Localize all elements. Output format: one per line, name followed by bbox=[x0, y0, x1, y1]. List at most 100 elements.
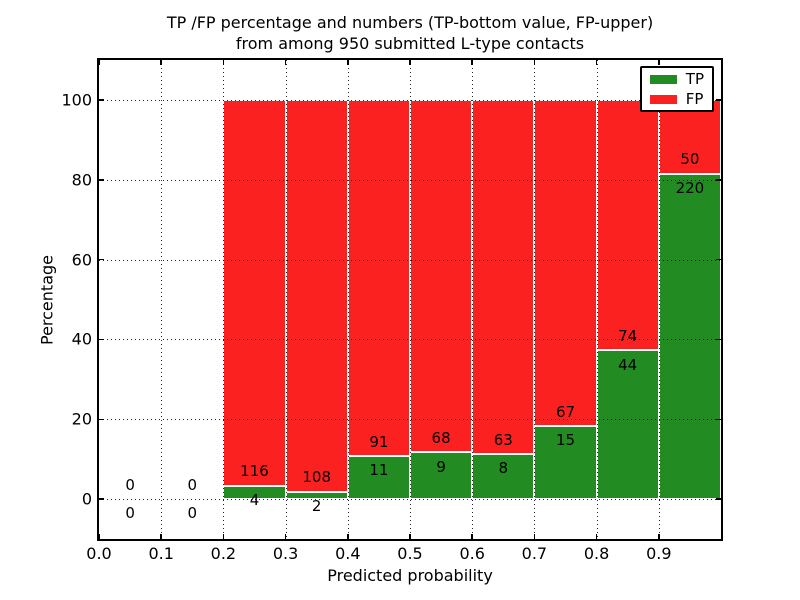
tp-bar bbox=[410, 452, 473, 500]
x-tick-label: 0.1 bbox=[148, 544, 174, 563]
fp-count-label: 50 bbox=[680, 150, 700, 169]
x-tick-label: 0.5 bbox=[397, 544, 423, 563]
legend: TP FP bbox=[639, 66, 714, 112]
x-tick-label: 0.0 bbox=[86, 544, 112, 563]
y-tick-right bbox=[716, 338, 721, 341]
fp-count-label: 67 bbox=[555, 402, 576, 421]
y-gridline bbox=[99, 99, 721, 101]
fp-bar bbox=[285, 99, 348, 492]
tp-count-label: 220 bbox=[675, 179, 705, 198]
x-tick-top bbox=[160, 60, 162, 65]
fp-bar bbox=[534, 99, 597, 427]
y-tick-left bbox=[99, 418, 104, 420]
fp-count-label: 74 bbox=[618, 326, 638, 345]
x-tick-bottom bbox=[160, 534, 162, 539]
x-tick-top bbox=[347, 60, 349, 65]
x-tick-label: 0.6 bbox=[459, 544, 485, 563]
y-tick-right bbox=[716, 99, 721, 101]
x-gridline bbox=[534, 60, 536, 539]
x-tick-top bbox=[409, 60, 411, 65]
fp-swatch-icon bbox=[649, 94, 677, 104]
tp-count-label: 44 bbox=[618, 355, 638, 374]
y-tick-label: 80 bbox=[71, 170, 92, 190]
x-tick-bottom bbox=[471, 534, 473, 539]
fp-count-label: 91 bbox=[369, 432, 389, 451]
x-tick-bottom bbox=[595, 534, 598, 539]
y-gridline bbox=[99, 339, 721, 341]
y-tick-left bbox=[99, 179, 104, 181]
tp-count-label: 0 bbox=[125, 504, 135, 523]
x-tick-top bbox=[595, 60, 598, 65]
fp-bar bbox=[223, 99, 286, 486]
x-tick-top bbox=[658, 60, 660, 65]
x-tick-label: 0.2 bbox=[210, 544, 237, 563]
x-gridline bbox=[658, 60, 660, 539]
x-tick-label: 0.4 bbox=[335, 544, 361, 563]
fp-count-label: 0 bbox=[187, 475, 198, 494]
tp-count-label: 8 bbox=[498, 459, 509, 478]
x-tick-bottom bbox=[222, 534, 225, 539]
fp-bar bbox=[410, 99, 473, 453]
tp-count-label: 15 bbox=[555, 431, 576, 450]
legend-label-tp: TP bbox=[685, 70, 704, 88]
chart-title-line2: from among 950 submitted L-type contacts bbox=[235, 34, 585, 53]
legend-entry-tp: TP bbox=[649, 70, 704, 88]
y-tick-left bbox=[99, 258, 104, 261]
x-gridline bbox=[161, 60, 163, 539]
y-gridline bbox=[99, 259, 721, 261]
chart-title-line1: TP /FP percentage and numbers (TP-bottom… bbox=[166, 13, 654, 32]
tp-count-label: 9 bbox=[436, 457, 446, 476]
x-tick-top bbox=[471, 60, 473, 65]
x-tick-bottom bbox=[533, 534, 536, 539]
fp-bar bbox=[472, 99, 535, 455]
y-tick-right bbox=[716, 179, 721, 181]
y-tick-label: 100 bbox=[61, 90, 92, 110]
legend-entry-fp: FP bbox=[649, 90, 704, 108]
y-tick-right bbox=[716, 498, 721, 500]
fp-bar bbox=[347, 99, 410, 457]
y-tick-label: 20 bbox=[71, 409, 92, 429]
x-tick-top bbox=[222, 60, 225, 65]
x-tick-top bbox=[98, 60, 100, 65]
fp-count-label: 108 bbox=[302, 468, 332, 487]
y-gridline bbox=[99, 179, 721, 181]
fp-count-label: 68 bbox=[431, 429, 451, 448]
legend-label-fp: FP bbox=[685, 90, 704, 108]
y-tick-left bbox=[99, 498, 104, 500]
tp-count-label: 2 bbox=[311, 497, 322, 516]
x-tick-label: 0.9 bbox=[646, 544, 672, 563]
x-gridline bbox=[596, 60, 598, 539]
x-tick-label: 0.7 bbox=[521, 544, 548, 563]
x-tick-bottom bbox=[409, 534, 411, 539]
tp-count-label: 4 bbox=[249, 491, 260, 510]
x-tick-top bbox=[284, 60, 287, 65]
x-tick-label: 0.3 bbox=[272, 544, 299, 563]
y-tick-left bbox=[99, 338, 104, 341]
x-tick-bottom bbox=[284, 534, 287, 539]
x-tick-label: 0.8 bbox=[583, 544, 610, 563]
y-tick-right bbox=[716, 258, 721, 261]
y-tick-label: 40 bbox=[71, 329, 92, 349]
y-tick-label: 60 bbox=[71, 250, 92, 270]
y-tick-right bbox=[716, 418, 721, 420]
tp-swatch-icon bbox=[649, 74, 677, 84]
x-axis-label: Predicted probability bbox=[327, 566, 493, 585]
x-gridline bbox=[285, 60, 287, 539]
y-gridline bbox=[99, 419, 721, 421]
y-tick-label: 0 bbox=[81, 489, 92, 509]
tp-bar bbox=[658, 173, 721, 500]
fp-count-label: 116 bbox=[240, 462, 269, 481]
x-gridline bbox=[472, 60, 474, 539]
fp-count-label: 63 bbox=[493, 430, 513, 449]
y-tick-left bbox=[99, 99, 104, 101]
fp-bar bbox=[596, 99, 659, 351]
x-gridline bbox=[223, 60, 225, 539]
tp-bar bbox=[347, 456, 410, 500]
tp-count-label: 11 bbox=[369, 461, 389, 480]
x-tick-bottom bbox=[658, 534, 660, 539]
y-gridline bbox=[99, 499, 721, 501]
x-gridline bbox=[410, 60, 411, 539]
x-tick-bottom bbox=[98, 534, 100, 539]
tp-count-label: 0 bbox=[187, 504, 198, 523]
